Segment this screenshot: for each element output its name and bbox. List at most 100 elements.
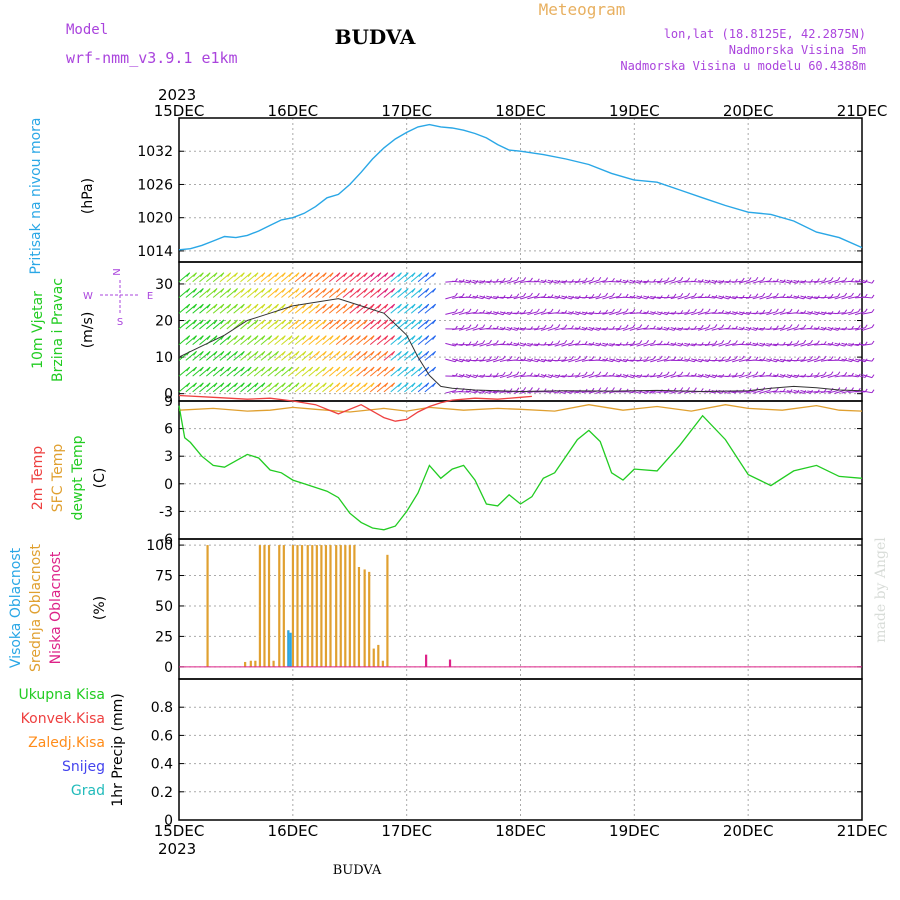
- wind-barb: [185, 272, 197, 283]
- wind-barb-flag: [254, 335, 259, 340]
- wind-barb-flag: [482, 356, 486, 361]
- wind-barb-flag: [502, 355, 506, 360]
- wind-barb-flag: [254, 319, 259, 325]
- wind-barb: [636, 312, 647, 315]
- wind-barb-flag: [329, 288, 334, 293]
- wind-barb: [793, 342, 804, 347]
- wind-barb: [479, 342, 490, 347]
- wind-barb: [718, 295, 729, 300]
- wind-barb-flag: [461, 308, 465, 312]
- wind-barb: [287, 350, 300, 361]
- wind-barb-flag: [734, 278, 738, 283]
- wind-barb: [376, 319, 389, 330]
- wind-barb: [458, 311, 470, 316]
- cloud-bar: [448, 659, 452, 667]
- wind-barb-flag: [618, 373, 622, 378]
- wind-barb: [301, 366, 313, 377]
- wind-barb: [759, 389, 770, 394]
- wind-barb: [486, 295, 497, 300]
- wind-barb: [342, 303, 354, 314]
- wind-barb-flag: [830, 277, 834, 281]
- wind-barb-flag: [489, 356, 492, 360]
- wind-barb: [240, 272, 252, 283]
- wind-barb-flag: [247, 303, 252, 309]
- wind-barb: [520, 280, 531, 284]
- x-tick-bottom: 15DEC: [154, 822, 205, 840]
- wind-barb: [827, 295, 838, 299]
- wind-barb-flag: [454, 278, 458, 282]
- wind-barb: [465, 390, 476, 394]
- wind-barb: [260, 335, 272, 346]
- wind-barb: [677, 342, 688, 347]
- wind-barb: [732, 374, 743, 378]
- wind-barb-flag: [357, 351, 361, 356]
- wind-barb-flag: [748, 371, 752, 375]
- wind-barb-flag: [391, 382, 396, 388]
- wind-barb: [192, 335, 204, 346]
- wind-barb: [622, 326, 634, 331]
- wind-barb: [185, 366, 197, 377]
- wind-barb: [205, 319, 218, 330]
- wind-barb: [656, 374, 668, 378]
- wind-barb-flag: [653, 355, 656, 360]
- wind-barb: [691, 296, 702, 299]
- wind-barb-flag: [796, 324, 800, 328]
- wind-barb-flag: [370, 366, 375, 372]
- wind-barb-flag: [275, 335, 279, 340]
- wind-barb-flag: [193, 366, 197, 372]
- wind-barb: [704, 343, 715, 347]
- wind-barb: [493, 358, 504, 363]
- wind-barb: [793, 359, 804, 362]
- wind-barb: [267, 382, 279, 393]
- wind-barb-flag: [782, 293, 786, 298]
- wind-barb: [861, 311, 873, 315]
- wind-barb: [452, 296, 463, 299]
- wind-barb: [212, 382, 225, 393]
- wind-barb: [240, 303, 252, 314]
- wind-barb: [568, 295, 579, 300]
- y-tick-label: 1014: [137, 244, 173, 260]
- wind-barb-flag: [830, 293, 834, 298]
- wind-barb: [260, 303, 272, 314]
- wind-barb: [465, 279, 477, 284]
- wind-barb-flag: [281, 288, 286, 293]
- wind-barb: [199, 272, 211, 283]
- cloud-bar: [289, 632, 292, 667]
- wind-barb: [622, 279, 634, 284]
- wind-barb: [800, 358, 811, 363]
- wind-barb-flag: [206, 303, 211, 309]
- wind-barb: [363, 319, 375, 330]
- wind-barb: [240, 319, 252, 330]
- y-tick-label: 20: [155, 314, 173, 330]
- wind-barb-flag: [680, 310, 684, 314]
- wind-barb: [356, 335, 368, 346]
- wind-barb-flag: [391, 351, 396, 356]
- wind-barb: [575, 358, 586, 363]
- wind-barb-flag: [468, 294, 472, 298]
- wind-barb: [684, 311, 695, 315]
- wind-barb: [417, 303, 430, 314]
- wind-barb: [656, 311, 668, 316]
- wind-barb-flag: [193, 382, 197, 388]
- wind-barb-flag: [844, 277, 848, 281]
- wind-barb: [779, 374, 791, 379]
- wind-barb: [752, 374, 763, 378]
- wind-barb: [554, 342, 565, 347]
- wind-barb: [855, 280, 866, 284]
- wind-barb-flag: [454, 325, 458, 330]
- wind-barb: [233, 272, 245, 283]
- wind-barb: [506, 296, 517, 299]
- wind-barb: [322, 319, 334, 330]
- wind-barb-flag: [411, 351, 416, 356]
- wind-barb-flag: [871, 308, 875, 313]
- wind-barb: [527, 375, 538, 378]
- wind-barb: [827, 279, 838, 284]
- wind-barb-flag: [707, 308, 711, 313]
- wind-barb-flag: [646, 324, 650, 329]
- wind-barb: [725, 358, 736, 363]
- wind-barb: [848, 374, 859, 378]
- wind-barb-flag: [516, 387, 520, 392]
- wind-barb-flag: [350, 351, 355, 356]
- wind-barb-flag: [261, 319, 266, 325]
- wind-barb-flag: [227, 303, 232, 309]
